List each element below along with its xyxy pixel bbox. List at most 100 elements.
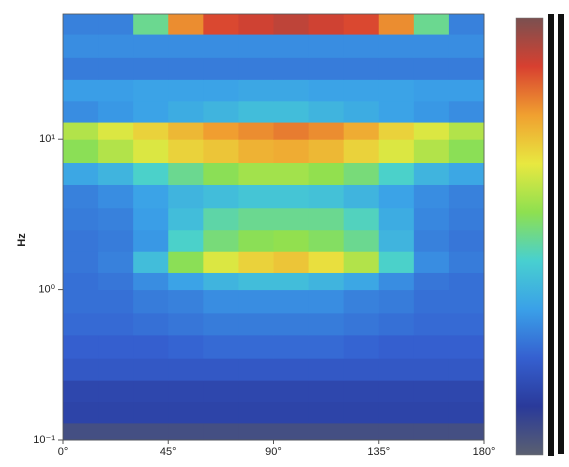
y-tick-label: 10⁰ bbox=[38, 284, 55, 296]
heatmap-cell bbox=[308, 162, 345, 185]
heatmap-cell bbox=[133, 272, 169, 291]
heatmap-cell bbox=[378, 100, 415, 123]
heatmap-cell bbox=[63, 162, 99, 185]
heatmap-cell bbox=[273, 139, 310, 164]
heatmap-cell bbox=[413, 401, 450, 424]
y-axis-label: Hz bbox=[16, 233, 28, 247]
heatmap-cell bbox=[273, 272, 310, 291]
heatmap-cell bbox=[308, 380, 345, 403]
heatmap-cell bbox=[168, 79, 204, 102]
heatmap-cell bbox=[273, 34, 310, 58]
heatmap-cell bbox=[448, 162, 485, 185]
heatmap-cell bbox=[98, 162, 134, 185]
heatmap-cell bbox=[168, 139, 204, 164]
heatmap-cell bbox=[238, 229, 274, 252]
heatmap-cell bbox=[133, 289, 169, 314]
heatmap-cell bbox=[238, 358, 274, 381]
heatmap-cell bbox=[133, 207, 169, 231]
heatmap-cell bbox=[238, 57, 274, 80]
heatmap-cell bbox=[308, 122, 345, 140]
heatmap-cell bbox=[63, 272, 99, 291]
heatmap-cell bbox=[98, 422, 134, 441]
heatmap-cell bbox=[133, 162, 169, 185]
heatmap-cell bbox=[378, 57, 415, 80]
heatmap-cell bbox=[63, 312, 99, 336]
heatmap-cell bbox=[448, 422, 485, 441]
heatmap-cell bbox=[63, 401, 99, 424]
heatmap-cell bbox=[63, 289, 99, 314]
heatmap-cell bbox=[168, 207, 204, 231]
heatmap-cell bbox=[273, 79, 310, 102]
heatmap-cell bbox=[308, 79, 345, 102]
heatmap-cell bbox=[238, 139, 274, 164]
heatmap-cell bbox=[133, 312, 169, 336]
heatmap-cell bbox=[203, 229, 239, 252]
heatmap-cell bbox=[98, 401, 134, 424]
heatmap-cell bbox=[98, 34, 134, 58]
heatmap-cell bbox=[273, 358, 310, 381]
heatmap-cell bbox=[448, 251, 485, 273]
heatmap-cell bbox=[308, 139, 345, 164]
heatmap-cell bbox=[378, 229, 415, 252]
heatmap-cell bbox=[98, 289, 134, 314]
heatmap-cell bbox=[203, 401, 239, 424]
heatmap-cell bbox=[238, 122, 274, 140]
heatmap-cell bbox=[343, 14, 380, 35]
heatmap-cell bbox=[378, 272, 415, 291]
heatmap-cell bbox=[168, 312, 204, 336]
heatmap-cell bbox=[133, 34, 169, 58]
heatmap-cell bbox=[448, 14, 485, 35]
heatmap-cell bbox=[308, 229, 345, 252]
heatmap-cell bbox=[343, 422, 380, 441]
heatmap-cell bbox=[273, 401, 310, 424]
heatmap-cell bbox=[273, 57, 310, 80]
heatmap-cell bbox=[238, 422, 274, 441]
heatmap-cell bbox=[98, 358, 134, 381]
heatmap-cell bbox=[378, 14, 415, 35]
heatmap-cell bbox=[203, 122, 239, 140]
heatmap-cell bbox=[413, 57, 450, 80]
heatmap-cell bbox=[238, 100, 274, 123]
heatmap-cell bbox=[343, 122, 380, 140]
heatmap-cell bbox=[63, 251, 99, 273]
heatmap-cell bbox=[378, 79, 415, 102]
heatmap-cell bbox=[273, 162, 310, 185]
heatmap-cell bbox=[203, 422, 239, 441]
heatmap-cell bbox=[448, 380, 485, 403]
heatmap-cell bbox=[378, 422, 415, 441]
heatmap-cell bbox=[273, 251, 310, 273]
heatmap-cell bbox=[343, 100, 380, 123]
heatmap-cell bbox=[203, 207, 239, 231]
heatmap-cell bbox=[98, 79, 134, 102]
heatmap-cell bbox=[448, 139, 485, 164]
heatmap-cell bbox=[98, 57, 134, 80]
heatmap-cell bbox=[448, 229, 485, 252]
heatmap-cell bbox=[413, 139, 450, 164]
heatmap-cell bbox=[308, 14, 345, 35]
heatmap-cell bbox=[273, 334, 310, 359]
heatmap-cell bbox=[378, 401, 415, 424]
heatmap-cell bbox=[413, 251, 450, 273]
heatmap-cell bbox=[413, 289, 450, 314]
heatmap-cell bbox=[448, 312, 485, 336]
heatmap-cell bbox=[203, 184, 239, 209]
heatmap-cell bbox=[413, 422, 450, 441]
heatmap-cell bbox=[63, 122, 99, 140]
heatmap-cell bbox=[168, 100, 204, 123]
heatmap-cell bbox=[448, 358, 485, 381]
heatmap-cell bbox=[343, 57, 380, 80]
heatmap-cell bbox=[63, 334, 99, 359]
x-tick-label: 135° bbox=[367, 446, 390, 458]
heatmap-cell bbox=[63, 207, 99, 231]
x-tick-label: 45° bbox=[160, 446, 177, 458]
heatmap-cell bbox=[168, 122, 204, 140]
heatmap-cell bbox=[168, 401, 204, 424]
heatmap-cell bbox=[63, 57, 99, 80]
heatmap-cell bbox=[168, 334, 204, 359]
heatmap-cell bbox=[308, 289, 345, 314]
heatmap-cell bbox=[378, 334, 415, 359]
heatmap-cell bbox=[238, 162, 274, 185]
x-tick-label: 0° bbox=[58, 446, 69, 458]
heatmap-cell bbox=[168, 422, 204, 441]
heatmap-cell bbox=[273, 184, 310, 209]
